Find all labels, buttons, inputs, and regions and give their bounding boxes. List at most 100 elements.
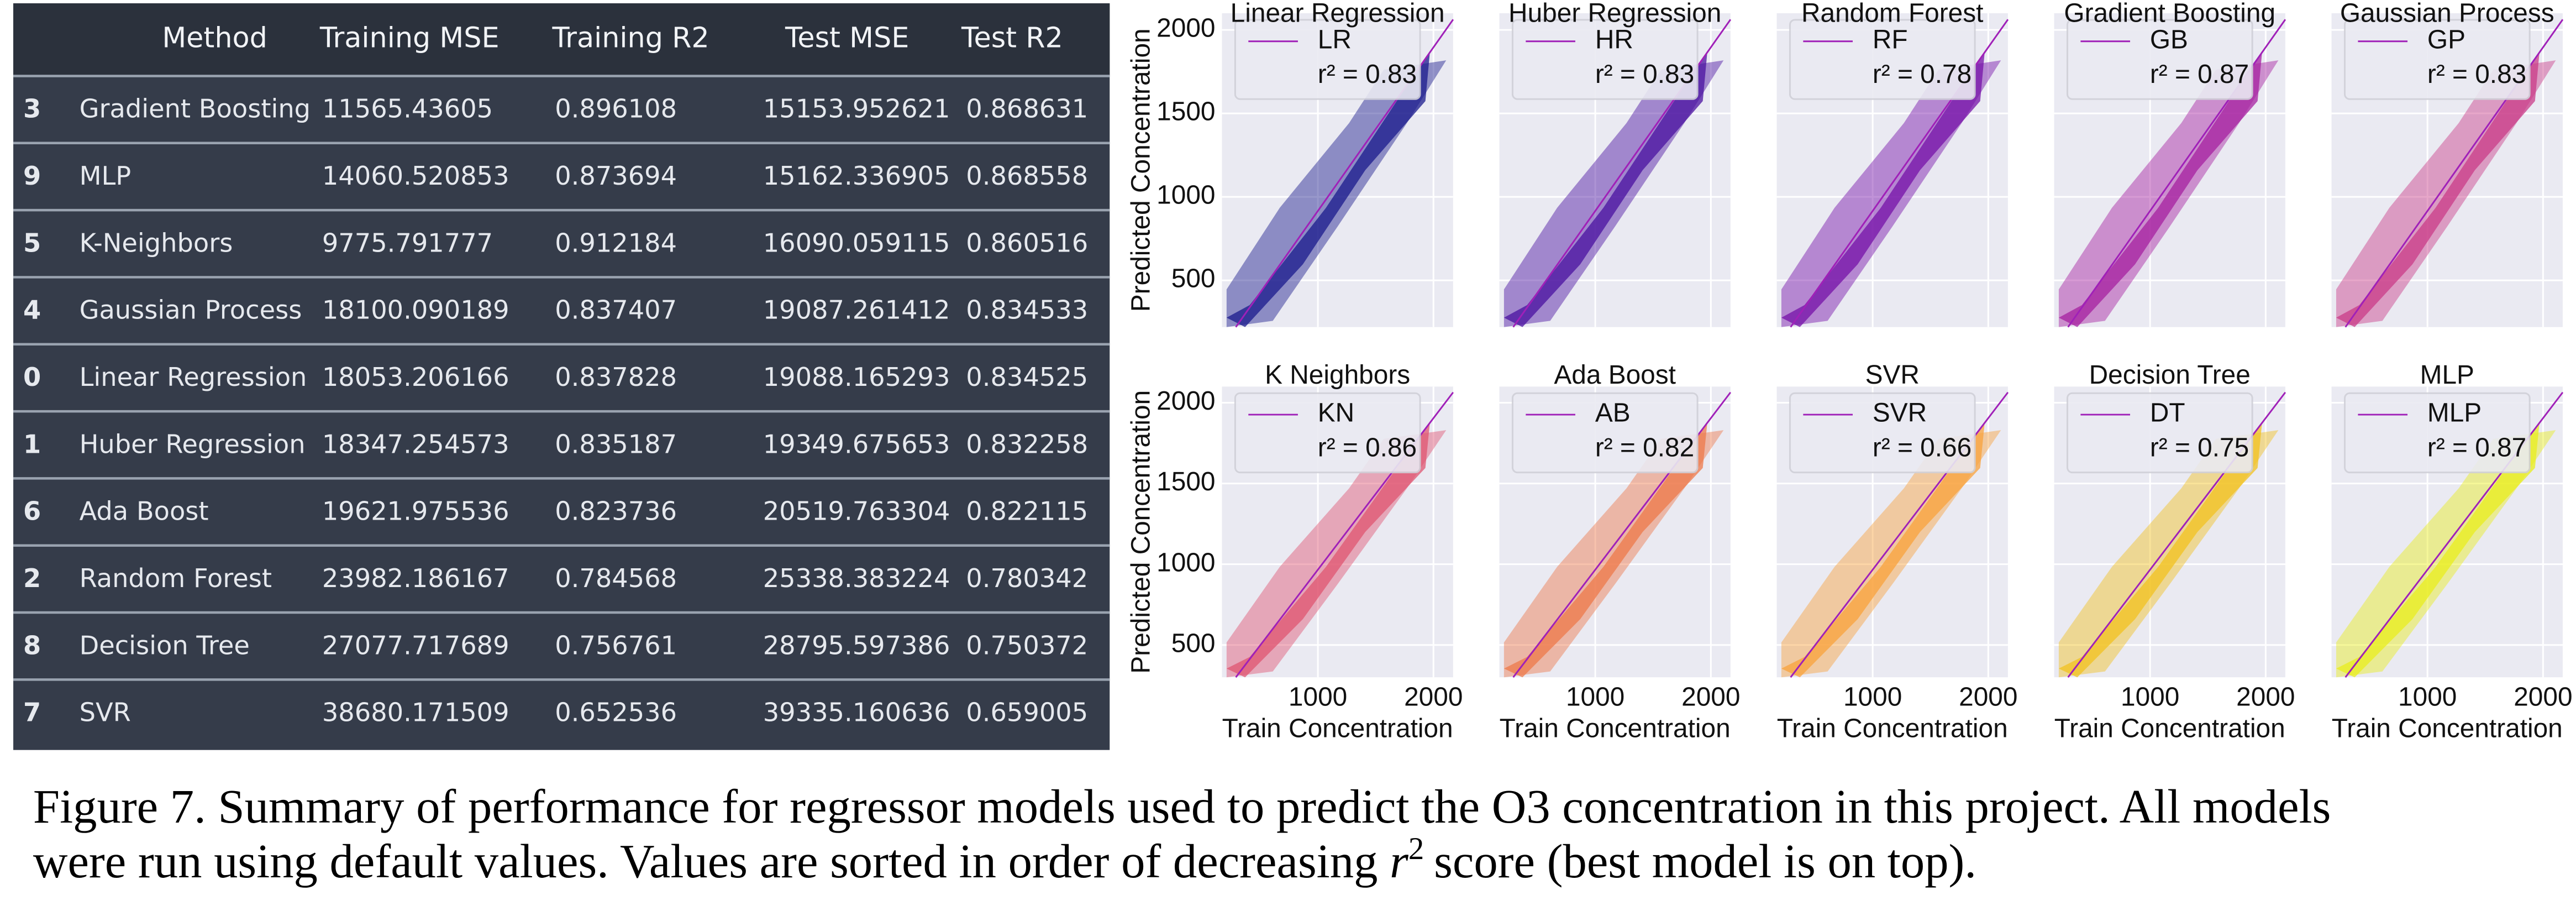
- table-cell: 0.652536: [555, 698, 677, 727]
- table-cell: 19349.675653: [763, 429, 950, 459]
- table-cell: Huber Regression: [80, 429, 306, 459]
- table-background: [13, 3, 1110, 750]
- row-index: 2: [23, 563, 41, 593]
- x-tick-label: 2000: [2514, 683, 2572, 712]
- table-cell: 0.834525: [966, 362, 1088, 392]
- table-cell: 18347.254573: [322, 429, 509, 459]
- x-tick-label: 1000: [1843, 683, 1902, 712]
- y-tick-label: 1000: [1156, 181, 1215, 210]
- table-cell: 0.756761: [555, 630, 677, 660]
- point-cloud: [2336, 60, 2556, 327]
- point-cloud: [1226, 430, 1447, 678]
- x-tick-label: 2000: [2236, 683, 2295, 712]
- legend-annotation: r² = 0.87: [2427, 433, 2526, 462]
- point-cloud: [2336, 430, 2556, 678]
- legend-label: DT: [2150, 399, 2185, 428]
- table-cell: 23982.186167: [322, 563, 509, 593]
- x-tick-label: 2000: [1404, 683, 1463, 712]
- table-cell: 0.750372: [966, 630, 1088, 660]
- row-index: 7: [23, 698, 41, 727]
- legend-box: [2344, 392, 2531, 474]
- plot-title: Huber Regression: [1508, 0, 1721, 28]
- table-cell: 0.860516: [966, 228, 1088, 258]
- table-cell: Gaussian Process: [80, 295, 302, 325]
- table-cell: 18100.090189: [322, 295, 509, 325]
- legend-box: [2344, 19, 2531, 100]
- plot-title: K Neighbors: [1265, 360, 1410, 390]
- x-axis-label: Train Concentration: [1777, 714, 2008, 743]
- legend-label: RF: [1873, 25, 1908, 54]
- legend-box: [2066, 19, 2253, 100]
- legend-box: [2066, 392, 2253, 474]
- y-tick-label: 1500: [1156, 467, 1215, 496]
- column-header: Test MSE: [785, 22, 909, 54]
- legend-annotation: r² = 0.78: [1873, 60, 1972, 89]
- table-cell: Ada Boost: [80, 496, 209, 526]
- caption-math: r: [1390, 835, 1408, 888]
- table-cell: 0.873694: [555, 161, 677, 191]
- table-cell: 19087.261412: [763, 295, 950, 325]
- table-cell: 16090.059115: [763, 228, 950, 258]
- point-cloud: [1503, 60, 1724, 327]
- point-cloud: [1503, 430, 1724, 678]
- table-cell: 0.823736: [555, 496, 677, 526]
- plot-title: MLP: [2420, 360, 2474, 390]
- row-index: 1: [23, 429, 41, 459]
- x-tick-label: 1000: [1289, 683, 1347, 712]
- legend-box: [1234, 392, 1421, 474]
- point-cloud: [1781, 60, 2001, 327]
- plot-title: Gaussian Process: [2340, 0, 2554, 28]
- plot-title: Linear Regression: [1231, 0, 1445, 28]
- x-axis-label: Train Concentration: [2054, 714, 2285, 743]
- row-index: 5: [23, 228, 41, 258]
- x-tick-label: 1000: [1566, 683, 1625, 712]
- caption-text: were run using default values. Values ar…: [33, 835, 1378, 888]
- legend-box: [1234, 19, 1421, 100]
- legend-label: MLP: [2427, 399, 2482, 428]
- plot-title: Ada Boost: [1554, 360, 1676, 390]
- legend-annotation: r² = 0.82: [1595, 433, 1694, 462]
- legend-label: GB: [2150, 25, 2188, 54]
- table-cell: 0.835187: [555, 429, 677, 459]
- table-cell: 27077.717689: [322, 630, 509, 660]
- table-cell: 38680.171509: [322, 698, 509, 727]
- legend-label: KN: [1318, 399, 1354, 428]
- row-index: 8: [23, 630, 41, 660]
- x-tick-label: 1000: [2398, 683, 2457, 712]
- legend-box: [1511, 19, 1699, 100]
- table-cell: 11565.43605: [322, 94, 493, 124]
- row-index: 6: [23, 496, 41, 526]
- table-cell: SVR: [80, 698, 131, 727]
- legend-annotation: r² = 0.83: [1595, 60, 1694, 89]
- table-cell: Gradient Boosting: [80, 94, 311, 124]
- table-cell: 0.912184: [555, 228, 677, 258]
- legend-annotation: r² = 0.86: [1318, 433, 1417, 462]
- plot-title: SVR: [1865, 360, 1920, 390]
- table-cell: 14060.520853: [322, 161, 509, 191]
- legend-annotation: r² = 0.83: [2427, 60, 2526, 89]
- y-tick-label: 1500: [1156, 97, 1215, 127]
- legend-label: HR: [1595, 25, 1633, 54]
- table-cell: 15153.952621: [763, 94, 950, 124]
- column-header: Training MSE: [319, 22, 500, 54]
- point-cloud: [2058, 60, 2279, 327]
- table-cell: 0.868631: [966, 94, 1088, 124]
- column-header: Test R2: [961, 22, 1063, 54]
- legend-box: [1789, 19, 1976, 100]
- legend-label: GP: [2427, 25, 2465, 54]
- results-table: Method Training MSE Training R2 Test MSE Tes…: [13, 22, 1110, 727]
- y-axis-label: Predicted Concentration: [1127, 28, 1156, 312]
- table-cell: Decision Tree: [80, 630, 250, 660]
- table-cell: 0.868558: [966, 161, 1088, 191]
- table-cell: 9775.791777: [322, 228, 493, 258]
- row-index: 4: [23, 295, 41, 325]
- table-cell: Random Forest: [80, 563, 272, 593]
- y-tick-label: 2000: [1156, 14, 1215, 43]
- y-tick-label: 500: [1171, 264, 1216, 294]
- table-cell: 18053.206166: [322, 362, 509, 392]
- row-index: 9: [23, 161, 41, 191]
- x-axis-label: Train Concentration: [2332, 714, 2563, 743]
- table-cell: 28795.597386: [763, 630, 950, 660]
- plot-title: Decision Tree: [2089, 360, 2251, 390]
